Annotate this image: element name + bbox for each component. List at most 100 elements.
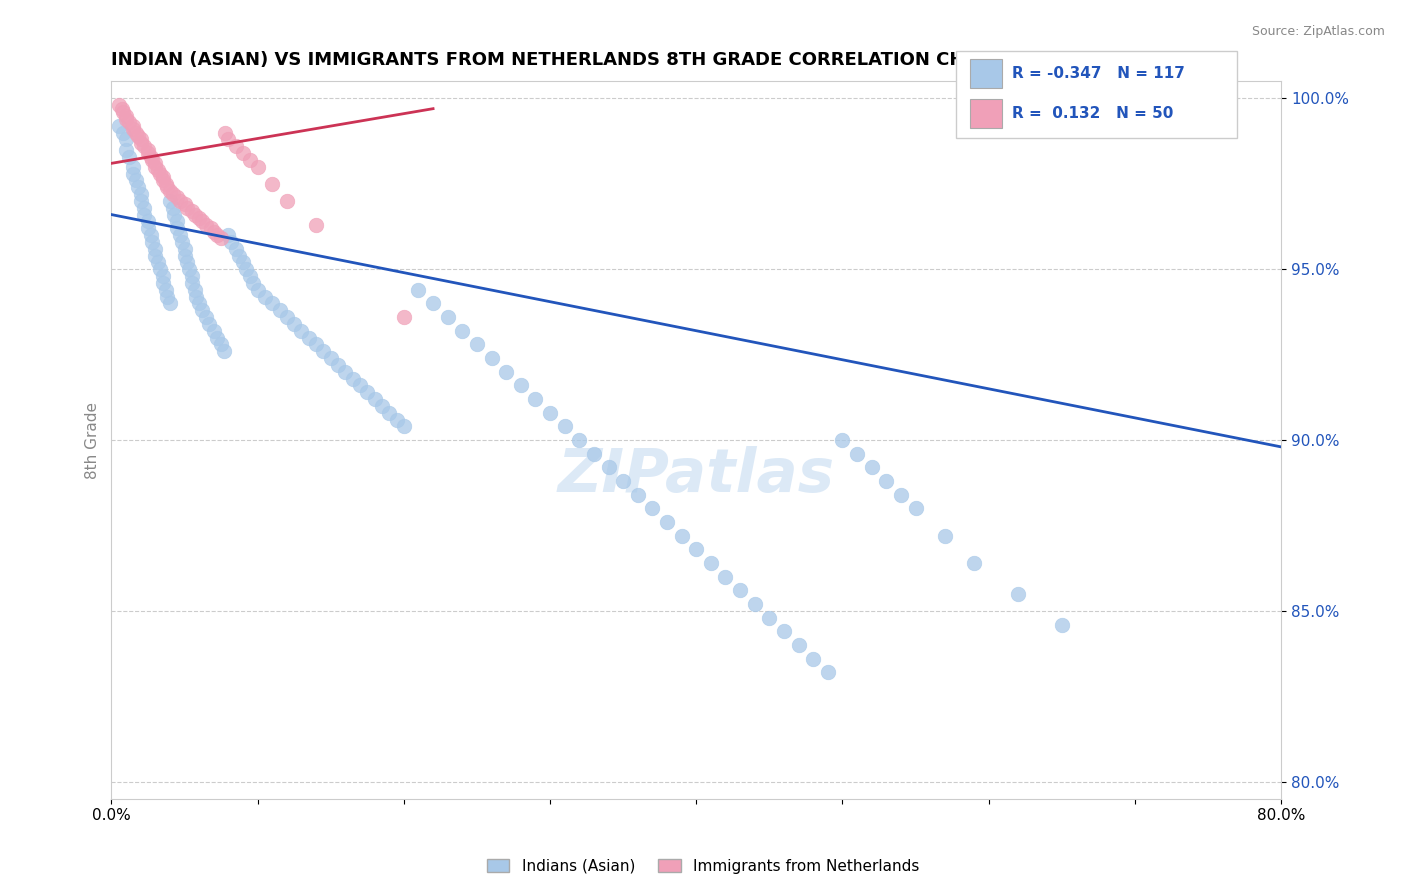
Point [112, 105, 135, 120]
Point [356, 385, 378, 400]
Point [714, 570, 737, 584]
Point [184, 283, 207, 297]
Point [107, 98, 129, 112]
Point [173, 197, 195, 211]
Text: INDIAN (ASIAN) VS IMMIGRANTS FROM NETHERLANDS 8TH GRADE CORRELATION CHART: INDIAN (ASIAN) VS IMMIGRANTS FROM NETHER… [111, 51, 1004, 69]
Point [143, 249, 166, 263]
Point [312, 344, 335, 359]
Point [136, 214, 159, 228]
Point [169, 228, 191, 243]
Point [225, 139, 247, 153]
Text: R =  0.132   N = 50: R = 0.132 N = 50 [1012, 106, 1174, 121]
Point [139, 149, 162, 163]
Point [176, 201, 198, 215]
Point [335, 365, 357, 379]
Point [188, 296, 211, 310]
Point [801, 651, 824, 665]
Point [107, 119, 129, 133]
Point [132, 139, 155, 153]
Point [132, 201, 155, 215]
Point [195, 218, 218, 232]
Point [262, 177, 284, 191]
Point [269, 303, 291, 318]
Point [305, 337, 328, 351]
Point [890, 488, 912, 502]
Point [111, 102, 134, 116]
Point [186, 289, 208, 303]
Point [191, 303, 214, 318]
Point [860, 460, 883, 475]
Point [235, 262, 257, 277]
Point [180, 268, 202, 283]
Point [451, 324, 474, 338]
Point [239, 268, 262, 283]
Point [326, 358, 349, 372]
Point [115, 112, 138, 126]
Point [568, 433, 591, 447]
Point [149, 262, 172, 277]
Point [159, 184, 181, 198]
Point [481, 351, 503, 365]
Point [159, 194, 181, 208]
Point [276, 194, 298, 208]
Legend: Indians (Asian), Immigrants from Netherlands: Indians (Asian), Immigrants from Netherl… [481, 853, 925, 880]
Point [904, 501, 927, 516]
Point [162, 201, 184, 215]
Point [184, 208, 207, 222]
Point [118, 149, 141, 163]
Point [136, 221, 159, 235]
Point [305, 218, 328, 232]
Point [392, 310, 415, 324]
Point [671, 529, 693, 543]
Point [290, 324, 312, 338]
Text: R = -0.347   N = 117: R = -0.347 N = 117 [1012, 66, 1185, 81]
Point [349, 378, 371, 392]
Point [127, 180, 149, 194]
Point [246, 160, 269, 174]
Point [283, 317, 305, 331]
Point [139, 228, 162, 243]
Point [129, 194, 152, 208]
Point [180, 204, 202, 219]
Point [875, 474, 897, 488]
Point [198, 317, 221, 331]
Point [465, 337, 488, 351]
Point [148, 163, 170, 178]
Point [118, 115, 141, 129]
Point [934, 529, 956, 543]
Point [495, 365, 517, 379]
Point [232, 146, 254, 161]
Point [163, 208, 186, 222]
Point [129, 187, 152, 202]
Point [176, 255, 198, 269]
Point [221, 235, 243, 249]
Point [436, 310, 458, 324]
Point [612, 474, 634, 488]
Point [773, 624, 796, 639]
Point [242, 276, 264, 290]
Point [143, 160, 166, 174]
Point [155, 177, 177, 191]
Point [363, 392, 385, 406]
Point [209, 337, 232, 351]
Point [728, 583, 751, 598]
Point [177, 262, 200, 277]
Point [166, 221, 188, 235]
Point [342, 371, 364, 385]
Point [143, 156, 166, 170]
Point [239, 153, 262, 167]
Point [152, 276, 174, 290]
Point [127, 128, 149, 143]
Point [422, 296, 444, 310]
Point [141, 235, 163, 249]
Point [125, 173, 148, 187]
Point [173, 242, 195, 256]
Point [685, 542, 707, 557]
Point [195, 310, 218, 324]
Point [143, 242, 166, 256]
Point [408, 283, 430, 297]
Point [524, 392, 547, 406]
Point [209, 231, 232, 245]
Point [582, 447, 605, 461]
Point [115, 108, 138, 122]
